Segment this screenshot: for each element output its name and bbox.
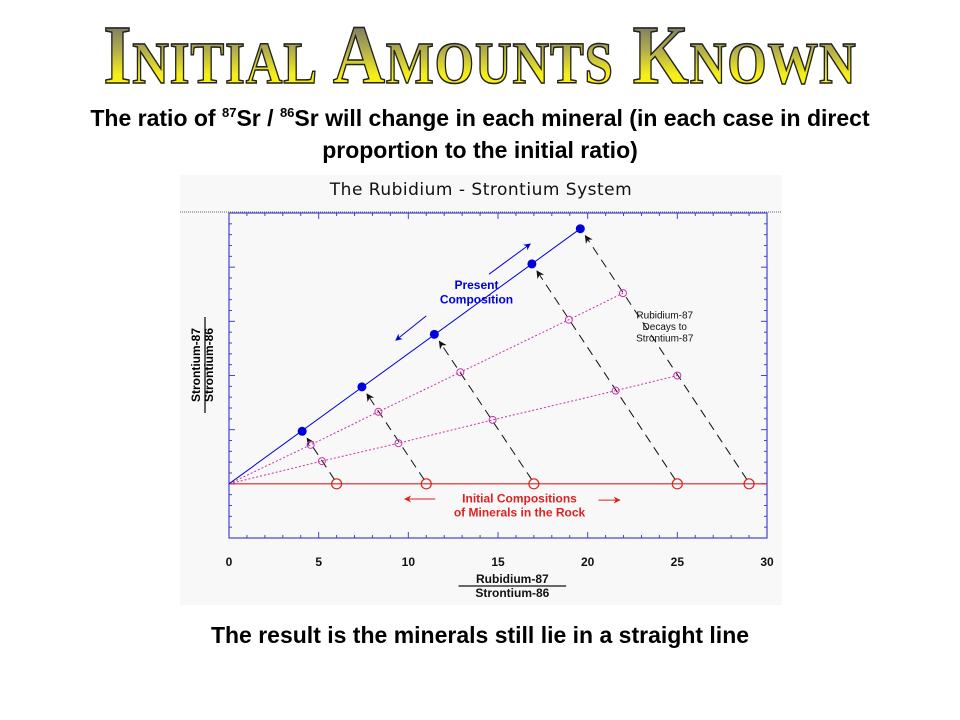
slide-subtitle: The ratio of 87Sr / 86Sr will change in … <box>40 102 920 166</box>
present-point <box>575 224 585 234</box>
x-tick-label: 5 <box>315 555 322 569</box>
intermediate-point <box>306 440 315 449</box>
present-composition-label-1: Present <box>454 278 498 292</box>
chart-title: The Rubidium - Strontium System <box>329 180 632 200</box>
intermediate-point <box>618 289 627 298</box>
x-tick-label: 30 <box>760 555 774 569</box>
present-composition-label-2: Composition <box>440 292 513 306</box>
present-point <box>527 259 537 269</box>
intermediate-point <box>564 315 573 324</box>
intermediate-point <box>488 415 497 424</box>
initial-point <box>743 478 755 490</box>
initial-point <box>671 478 683 490</box>
present-arrow-up <box>488 243 531 275</box>
slide-footer: The result is the minerals still lie in … <box>210 622 750 648</box>
decay-path-line <box>584 235 748 481</box>
subtitle-text: Sr / <box>236 105 280 131</box>
initial-point <box>420 478 432 490</box>
y-axis-label: Strontium-87 Strontium-86 <box>189 328 216 402</box>
intermediate-isochron-line <box>228 375 678 485</box>
superscript-87: 87 <box>222 105 237 120</box>
initial-composition-label-2: of Minerals in the Rock <box>454 505 586 519</box>
present-point <box>357 382 367 392</box>
x-tick-label: 15 <box>491 555 505 569</box>
intermediate-point <box>374 407 383 416</box>
x-tick-label: 10 <box>402 555 416 569</box>
present-arrow-down <box>395 315 427 341</box>
present-point <box>297 426 307 436</box>
x-tick-label: 25 <box>671 555 685 569</box>
y-axis-label-denominator: Strontium-86 <box>202 328 216 402</box>
decay-label-1: Rubidium-87 <box>636 311 693 322</box>
rb-sr-chart: The Rubidium - Strontium System 0 5 10 15 20 2… <box>180 175 782 605</box>
initial-composition-label-1: Initial Compositions <box>462 491 577 505</box>
intermediate-point <box>394 439 403 448</box>
present-point <box>429 329 439 339</box>
decay-label-3: Strontium-87 <box>636 333 694 344</box>
x-axis-label-numerator: Rubidium-87 <box>476 572 549 586</box>
intermediate-point <box>611 386 620 395</box>
decay-path-line <box>366 393 425 481</box>
decay-label-2: Decays to <box>643 322 688 333</box>
intermediate-point <box>317 457 326 466</box>
x-tick-label: 20 <box>581 555 595 569</box>
initial-point <box>331 478 343 490</box>
y-axis-label-numerator: Strontium-87 <box>189 328 203 402</box>
subtitle-text: Sr will change in each mineral (in each … <box>294 105 870 163</box>
plot-frame <box>228 212 768 539</box>
superscript-86: 86 <box>279 105 295 120</box>
decay-path-line <box>438 340 533 481</box>
decay-path-line <box>306 437 336 481</box>
chart-svg: The Rubidium - Strontium System 0 5 10 15 20 2… <box>180 180 782 600</box>
intermediate-point <box>456 368 465 377</box>
x-tick-label: 0 <box>226 555 233 569</box>
present-isochron-line <box>228 228 581 485</box>
x-axis-label-denominator: Strontium-86 <box>475 586 549 600</box>
slide-title: Initial Amounts Known <box>67 9 893 103</box>
initial-point <box>528 478 540 490</box>
intermediate-isochron-line <box>228 292 624 485</box>
decay-path-line <box>536 270 676 481</box>
intermediate-point <box>673 371 682 380</box>
subtitle-text: The ratio of <box>90 105 222 131</box>
